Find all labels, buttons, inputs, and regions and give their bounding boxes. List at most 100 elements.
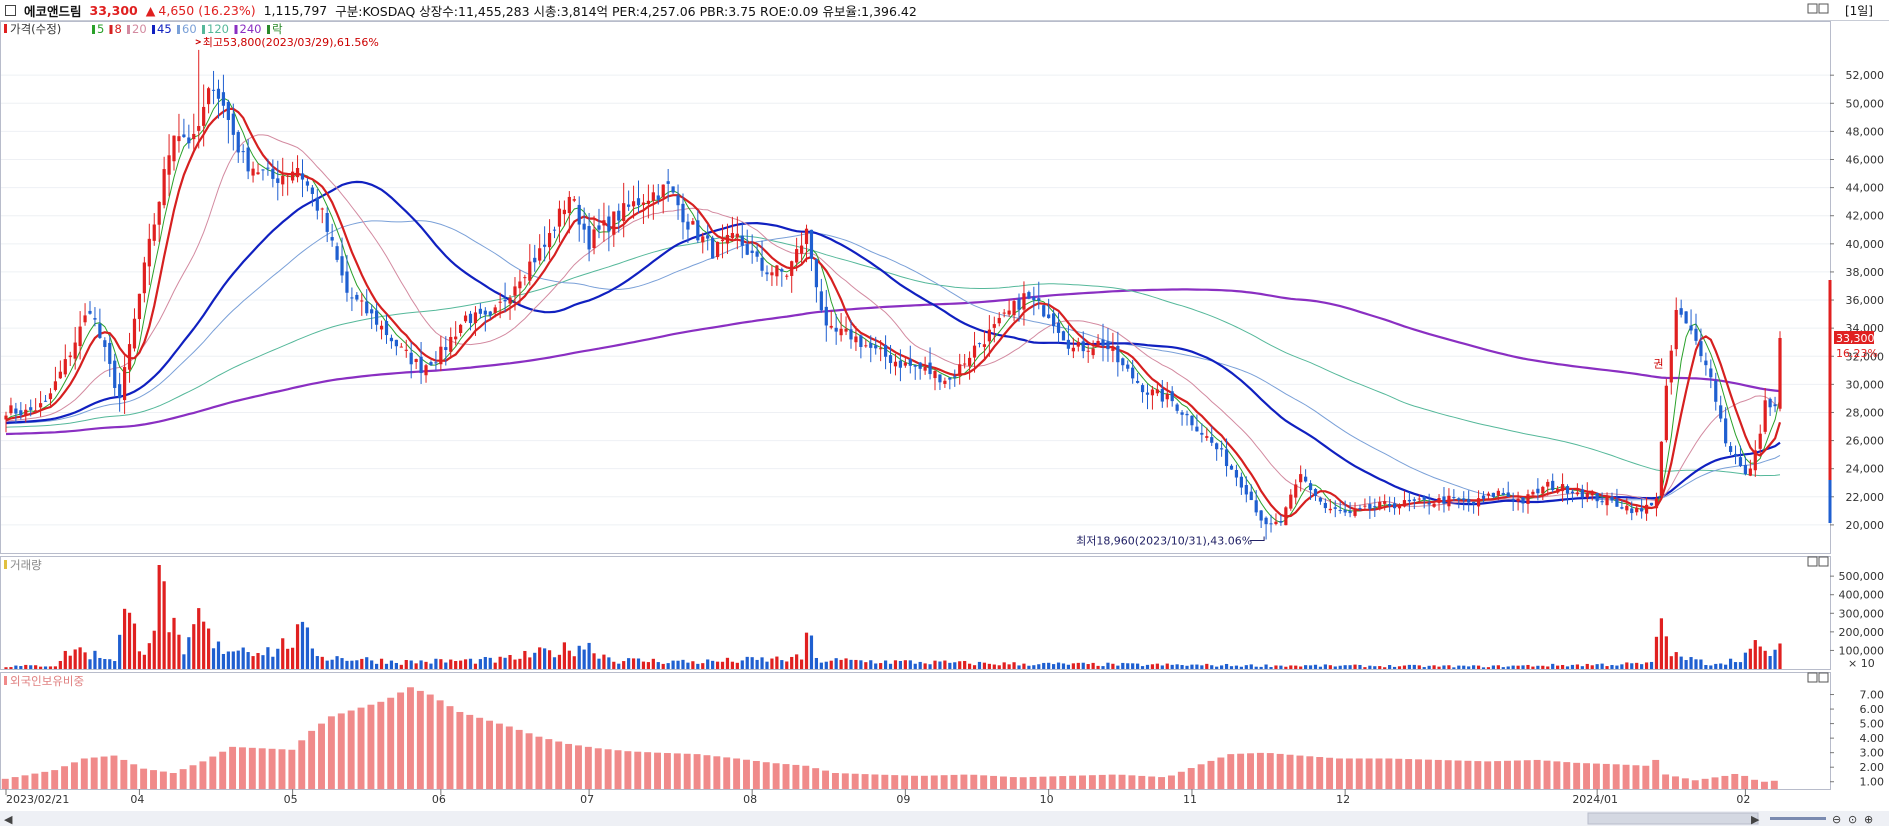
checkbox-icon[interactable] [5, 4, 16, 16]
candle-body [1615, 498, 1619, 507]
candle-body [617, 210, 621, 221]
panel-close-button[interactable] [1818, 556, 1829, 567]
foreign-panel-buttons[interactable] [1807, 672, 1829, 683]
foreign-ratio-bar [1118, 774, 1126, 789]
volume-bar [1195, 664, 1199, 669]
candle-body [577, 204, 581, 225]
volume-bar [152, 630, 156, 669]
candle-body [236, 132, 240, 153]
volume-bar [701, 663, 705, 669]
volume-bar [1635, 662, 1639, 669]
volume-bar [1294, 665, 1298, 669]
foreign-ratio-bar [545, 739, 553, 789]
foreign-ratio-bar [505, 726, 513, 789]
volume-tick-label: 400,000 [1839, 589, 1885, 602]
foreign-ratio-bar [298, 740, 306, 789]
foreign-ratio-bar [822, 770, 830, 789]
price-tick-label: 20,000 [1846, 519, 1885, 532]
candle-body [1304, 476, 1308, 482]
foreign-ratio-bar [999, 776, 1007, 789]
volume-bar [19, 666, 23, 669]
volume-bar [1407, 664, 1411, 669]
price-tick-label: 42,000 [1846, 210, 1885, 223]
zoom-slider[interactable] [1770, 817, 1826, 820]
candle-body [943, 380, 947, 384]
volume-bar [1600, 663, 1604, 669]
volume-bar [1140, 666, 1145, 669]
x-tick-label: 09 [896, 793, 910, 806]
candle-body [888, 355, 893, 363]
price-panel-buttons[interactable] [1807, 3, 1829, 14]
foreign-ratio-bar [950, 774, 958, 789]
price-title-marker [4, 24, 7, 33]
bottom-scrollbar[interactable]: ◀ ▶ ⊖ ⊙ ⊕ [0, 811, 1889, 826]
volume-bar [1012, 662, 1016, 669]
panel-close-button[interactable] [1818, 3, 1829, 14]
volume-bar [63, 650, 67, 669]
panel-close-button[interactable] [1818, 672, 1829, 683]
volume-panel-buttons[interactable] [1807, 556, 1829, 567]
panel-menu-button[interactable] [1807, 556, 1818, 567]
zoom-reset-icon[interactable]: ⊙ [1848, 813, 1857, 826]
candle-body [582, 223, 586, 230]
zoom-in-icon[interactable]: ⊕ [1864, 813, 1873, 826]
legend-label: 60 [182, 22, 197, 36]
rights-marker: 권 [1653, 357, 1663, 370]
volume-bar [142, 654, 146, 669]
candle-body [493, 307, 497, 313]
volume-bar [384, 663, 389, 669]
candle-body [923, 366, 927, 371]
volume-bar [651, 658, 655, 669]
foreign-ratio-bar [1770, 780, 1778, 789]
volume-bar [1101, 666, 1105, 669]
volume-bar [666, 663, 670, 669]
candle-body [251, 168, 255, 176]
period-selector[interactable]: [1일] [1844, 4, 1873, 18]
foreign-ratio-bar [1741, 775, 1749, 789]
volume-unit-label: × 10 [1848, 657, 1875, 670]
candle-body [879, 348, 883, 350]
volume-bar [1748, 648, 1752, 669]
candle-body [958, 364, 962, 376]
candle-body [562, 209, 566, 215]
volume-bar [1427, 665, 1431, 669]
candle-body [874, 345, 878, 349]
candle-body [1452, 497, 1456, 499]
candle-body [1269, 523, 1273, 525]
scroll-thumb[interactable] [1587, 812, 1759, 825]
scroll-left-icon[interactable]: ◀ [4, 813, 13, 826]
foreign-ratio-bar [723, 757, 731, 789]
candle-body [1763, 400, 1767, 432]
volume-bar [720, 661, 725, 669]
candle-body [953, 376, 957, 378]
candle-body [1061, 331, 1066, 341]
panel-menu-button[interactable] [1807, 672, 1818, 683]
foreign-ratio-bar [1187, 768, 1195, 789]
volume-tick-label: 100,000 [1839, 644, 1885, 657]
candle-body [1659, 441, 1664, 496]
volume-bar [1042, 662, 1046, 669]
candle-body [676, 195, 680, 206]
volume-bar [1328, 665, 1332, 669]
foreign-ratio-bar [1553, 761, 1561, 789]
foreign-ratio-bar [436, 700, 444, 789]
candle-body [1481, 495, 1486, 499]
foreign-ratio-bar [762, 762, 770, 789]
volume-bar [1175, 664, 1179, 669]
volume-bar [1071, 663, 1075, 669]
price-tick-label: 40,000 [1846, 238, 1885, 251]
scroll-right-icon[interactable]: ▶ [1751, 813, 1760, 826]
volume-bar [1061, 663, 1066, 669]
candle-body [928, 362, 932, 375]
zoom-out-icon[interactable]: ⊖ [1832, 813, 1841, 826]
foreign-ratio-bar [318, 723, 325, 789]
foreign-ratio-bar [1563, 762, 1571, 789]
foreign-ratio-bar [1494, 761, 1502, 789]
candle-body [389, 337, 394, 342]
candle-body [216, 88, 221, 99]
candle-body [992, 324, 996, 328]
panel-menu-button[interactable] [1807, 3, 1818, 14]
volume-bar [898, 660, 903, 669]
volume-bar [1432, 665, 1436, 669]
candle-body [631, 201, 636, 207]
